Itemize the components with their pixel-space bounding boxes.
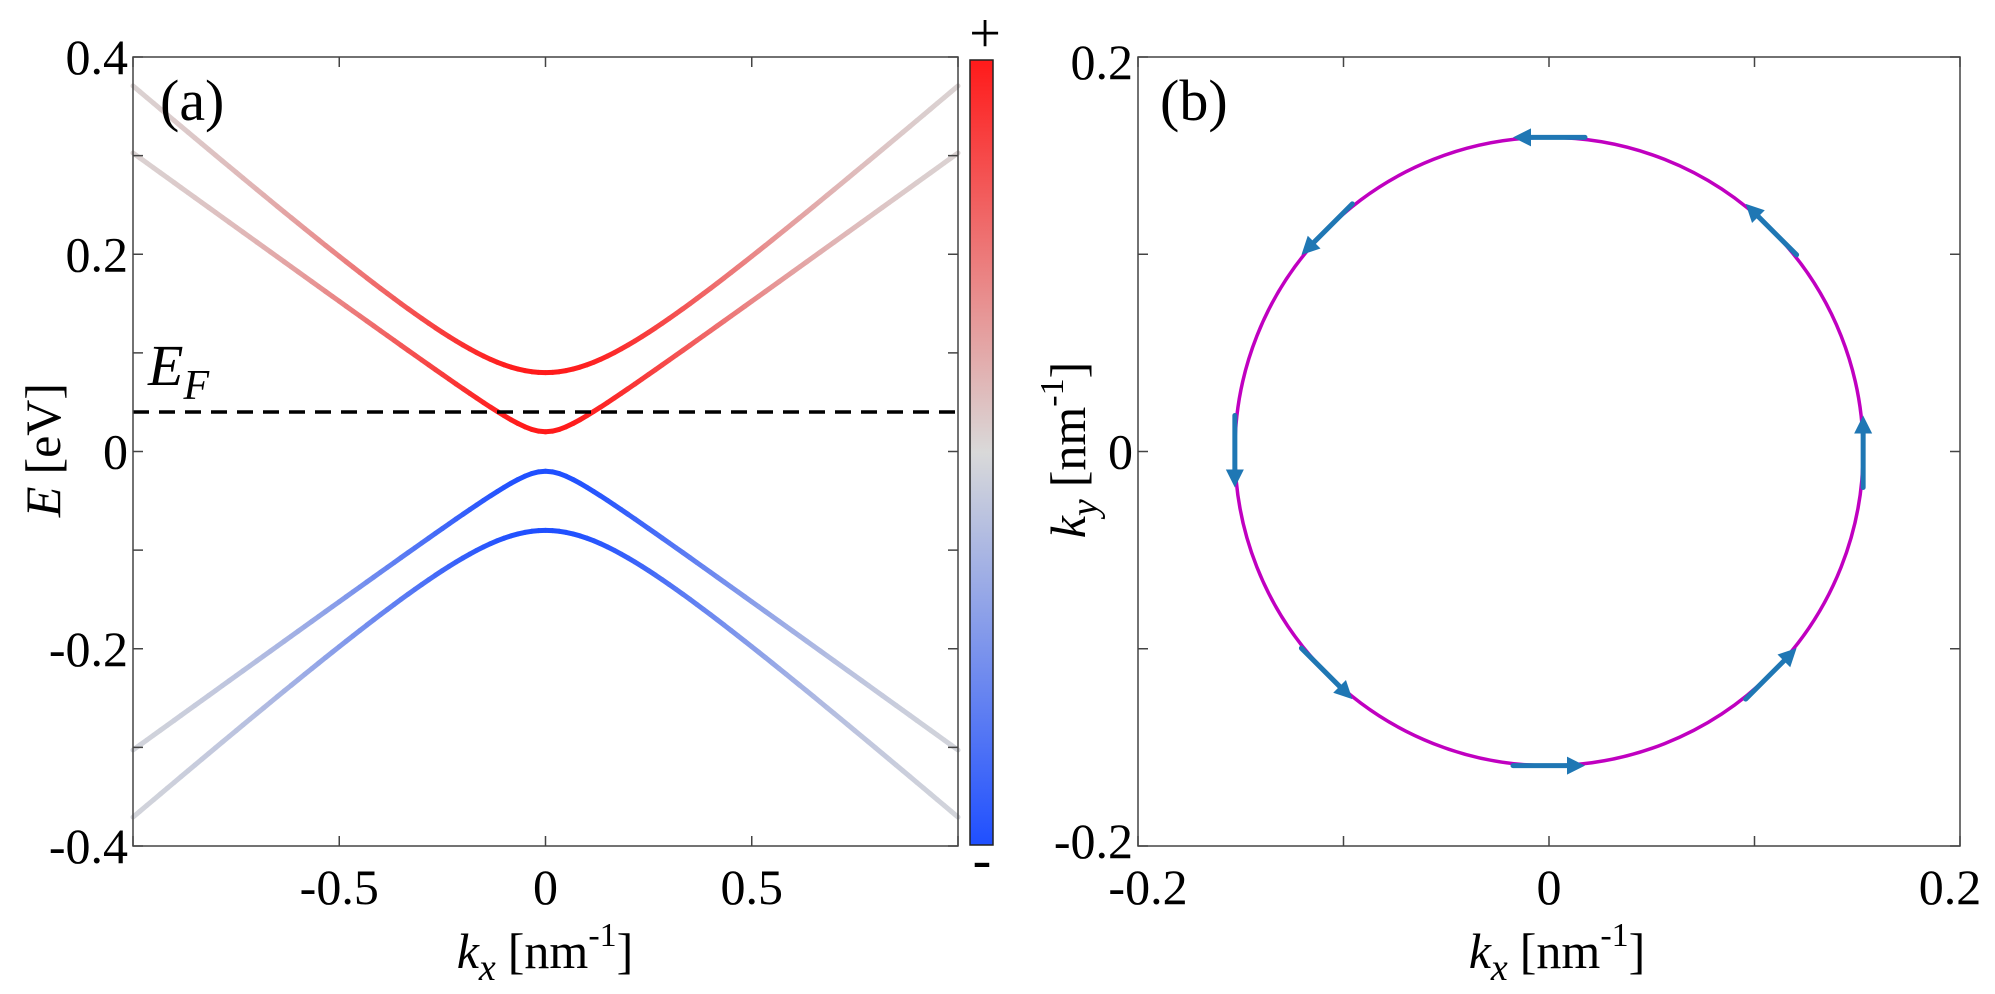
spin-arrow xyxy=(1745,203,1800,258)
y-tick-label: 0.2 xyxy=(1071,34,1134,90)
panel-b-fermi-contour: -0.2 0 0.2 -0.2 0 0.2 (b) kx [nm-1] ky[nm-1] xyxy=(1034,34,1981,989)
panel-a-label: (a) xyxy=(160,68,224,133)
fermi-level-label: EF xyxy=(147,333,209,409)
spin-arrow xyxy=(1301,201,1355,255)
x-tick-label: 0 xyxy=(533,859,558,915)
y-tick-label: -0.2 xyxy=(49,621,128,677)
panel-b-ticks: -0.2 0 0.2 -0.2 0 0.2 xyxy=(1054,34,1981,915)
spin-arrow xyxy=(1743,648,1797,702)
band-line xyxy=(130,468,961,753)
band-line xyxy=(130,527,961,820)
colorbar-plus-label: + xyxy=(969,3,1001,65)
spin-arrow xyxy=(1298,645,1353,700)
spin-arrow xyxy=(1513,128,1588,147)
x-tick-label: 0 xyxy=(1537,859,1562,915)
panel-a-frame xyxy=(132,56,959,847)
fermi-contour-circle xyxy=(1233,135,1865,768)
colorbar-minus-label: - xyxy=(973,829,992,891)
colorbar xyxy=(969,59,994,846)
spin-arrow xyxy=(1225,413,1244,488)
x-tick-label: 0.5 xyxy=(721,859,784,915)
spin-arrow xyxy=(1854,415,1873,490)
y-tick-label: -0.4 xyxy=(49,818,128,874)
panel-b-x-axis-label: kx [nm-1] xyxy=(1469,917,1646,989)
y-tick-label: 0.2 xyxy=(66,226,129,282)
panel-a-band-structure: -0.5 0 0.5-0.4-0.200.20.4 (a) EF kx [nm-1] … xyxy=(15,3,1001,989)
band-segment xyxy=(948,83,961,95)
panel-a-y-axis-label: E[eV] xyxy=(15,383,71,518)
band-lines xyxy=(130,83,961,820)
y-tick-label: 0 xyxy=(1108,424,1133,480)
x-tick-label: -0.5 xyxy=(300,859,379,915)
spin-arrows xyxy=(1225,128,1873,775)
spin-arrow xyxy=(1510,756,1585,775)
band-line xyxy=(130,150,961,435)
y-tick-label: 0.4 xyxy=(66,29,129,85)
band-segment xyxy=(948,808,961,820)
y-tick-label: 0 xyxy=(103,424,128,480)
panel-b-y-axis-label: ky[nm-1] xyxy=(1034,362,1106,539)
panel-a-ticks: -0.5 0 0.5 -0.4 -0.2 0 0.2 0.4 xyxy=(49,29,959,915)
panel-a-x-axis-label: kx [nm-1] xyxy=(457,917,634,989)
panel-b-frame xyxy=(1137,56,1961,847)
x-tick-label: -0.2 xyxy=(1108,859,1187,915)
panel-b-label: (b) xyxy=(1160,68,1228,133)
y-tick-label: -0.2 xyxy=(1054,813,1133,869)
band-line xyxy=(130,83,961,376)
x-tick-label: 0.2 xyxy=(1919,859,1982,915)
